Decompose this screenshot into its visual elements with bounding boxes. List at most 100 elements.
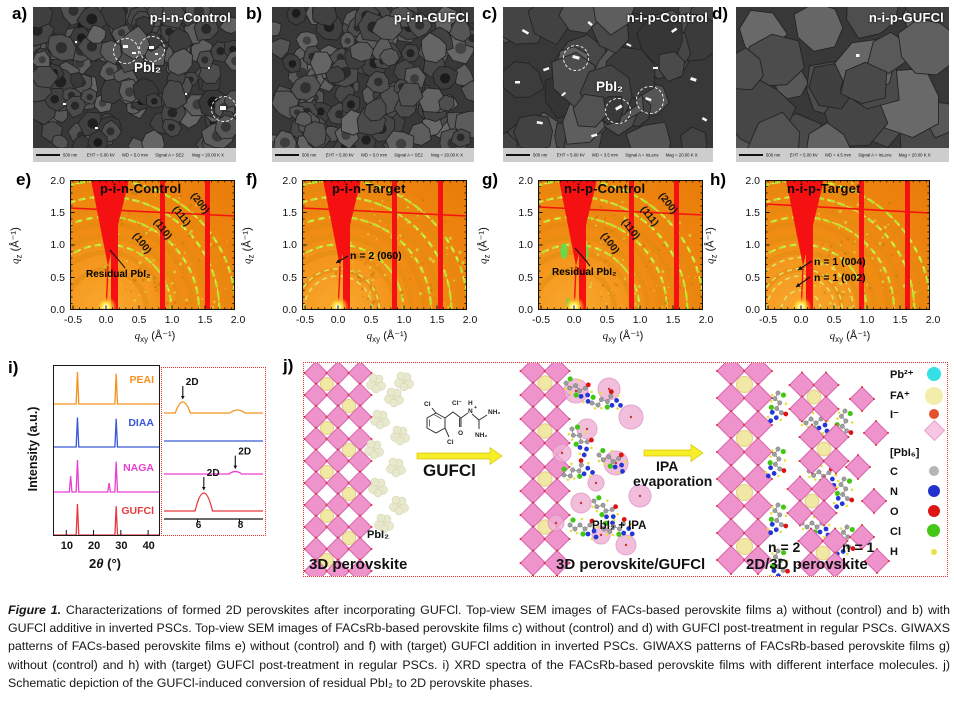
drawing-shape [768, 418, 774, 424]
drawing-shape [840, 240, 843, 243]
drawing-shape [172, 283, 175, 286]
drawing-shape [869, 466, 871, 468]
giwaxs-plot-h: n-i-p-Target n = 1 (004) n = 1 (002) [670, 179, 932, 441]
drawing-shape [334, 271, 338, 276]
drawing-shape [610, 449, 614, 453]
drawing-shape [567, 473, 573, 479]
molecule-nh2-bottom: NH₂ [475, 432, 487, 439]
drawing-shape [573, 383, 579, 388]
giwaxs-x-tick: -0.5 [758, 314, 778, 326]
drawing-shape [379, 524, 389, 534]
drawing-shape [86, 41, 98, 52]
drawing-shape [406, 222, 409, 225]
drawing-shape [655, 284, 658, 287]
drawing-shape [629, 180, 634, 310]
drawing-shape [603, 508, 609, 514]
drawing-shape [347, 526, 350, 528]
giwaxs-title-h: n-i-p-Target [787, 181, 861, 196]
drawing-shape [614, 398, 620, 403]
inset-2d-annotation: 2D [207, 468, 220, 479]
drawing-shape [359, 404, 361, 407]
drawing-shape [361, 135, 371, 145]
drawing-shape [519, 549, 547, 576]
drawing-shape [119, 284, 122, 286]
giwaxs-title-e: p-i-n-Control [100, 181, 182, 196]
drawing-shape [325, 558, 351, 576]
drawing-shape [624, 283, 627, 285]
drawing-shape [584, 446, 589, 452]
drawing-shape [645, 265, 648, 268]
giwaxs-x-tick: 0.0 [330, 314, 346, 326]
drawing-shape [846, 540, 849, 542]
drawing-shape [813, 284, 816, 287]
drawing-shape [616, 407, 619, 410]
drawing-shape [770, 558, 774, 562]
pbi2-circle [636, 86, 664, 114]
drawing-shape [589, 518, 595, 524]
drawing-shape [766, 390, 789, 424]
drawing-shape [661, 305, 664, 308]
drawing-shape [849, 497, 855, 503]
drawing-shape [730, 545, 732, 547]
drawing-shape [687, 276, 690, 278]
drawing-shape [563, 380, 569, 386]
drawing-shape [561, 458, 595, 481]
drawing-shape [597, 459, 601, 463]
drawing-shape [606, 499, 609, 502]
drawing-shape [599, 533, 603, 537]
drawing-shape [593, 534, 599, 540]
drawing-shape [769, 521, 775, 527]
drawing-shape [567, 385, 573, 391]
drawing-shape [371, 14, 403, 41]
drawing-shape [519, 562, 522, 564]
drawing-shape [768, 530, 774, 536]
panel-letter-a: a) [12, 4, 28, 23]
drawing-shape [325, 482, 328, 484]
drawing-shape [835, 423, 837, 426]
drawing-shape [813, 420, 819, 426]
drawing-shape [167, 47, 193, 76]
drawing-shape [573, 441, 579, 447]
drawing-shape [772, 461, 778, 467]
xrd-series-label-naga: NAGA [123, 462, 154, 474]
drawing-shape [813, 478, 817, 481]
drawing-shape [812, 275, 815, 277]
drawing-shape [454, 42, 467, 54]
drawing-shape [386, 387, 396, 397]
drawing-shape [861, 386, 863, 388]
giwaxs-y-tick: 1.0 [518, 239, 533, 252]
drawing-shape [863, 420, 889, 446]
drawing-shape [841, 476, 847, 482]
drawing-shape [337, 404, 339, 407]
giwaxs-pattern-h [670, 179, 932, 441]
drawing-shape [138, 267, 143, 271]
drawing-shape [629, 531, 635, 537]
drawing-shape [619, 462, 624, 468]
drawing-shape [664, 301, 668, 305]
drawing-shape [167, 123, 175, 131]
n2-annotation: n = 2 (060) [350, 250, 402, 262]
drawing-shape [769, 455, 772, 458]
drawing-shape [916, 261, 919, 263]
drawing-shape [370, 570, 373, 572]
drawing-shape [122, 218, 124, 221]
drawing-shape [743, 559, 745, 561]
drawing-shape [190, 306, 192, 308]
drawing-shape [130, 290, 133, 293]
drawing-shape [716, 505, 718, 507]
drawing-shape [134, 217, 137, 219]
drawing-shape [850, 273, 853, 276]
drawing-shape [804, 524, 810, 530]
drawing-shape [519, 370, 522, 372]
drawing-shape [401, 295, 404, 298]
drawing-shape [819, 285, 821, 288]
drawing-shape [827, 523, 831, 527]
drawing-shape [693, 258, 696, 262]
drawing-shape [766, 502, 789, 536]
drawing-shape [881, 280, 885, 284]
drawing-shape [568, 466, 571, 468]
panel-letter-i: i) [8, 358, 19, 377]
drawing-shape [730, 573, 732, 575]
drawing-shape [582, 385, 588, 391]
drawing-shape [627, 535, 631, 539]
